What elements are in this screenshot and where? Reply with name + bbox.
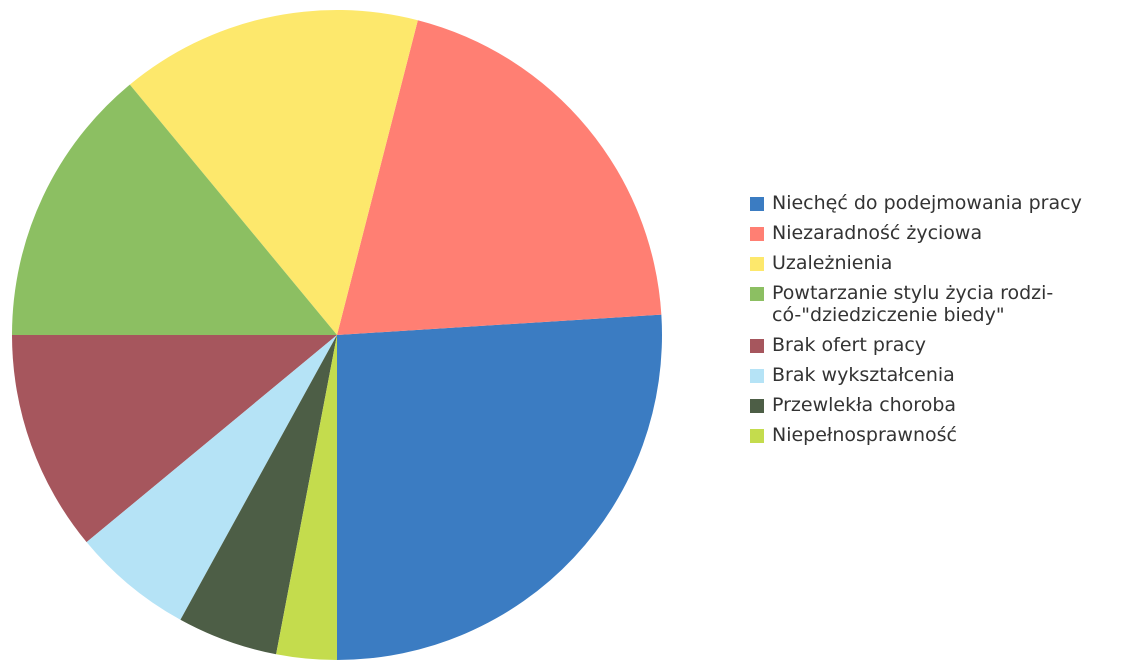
legend-label: Uzależnienia xyxy=(772,252,893,274)
legend-label: Powtarzanie stylu życia rodzi- có-"dzied… xyxy=(772,282,1054,326)
legend-item: Niezaradność życiowa xyxy=(750,222,1082,244)
pie-slice xyxy=(180,335,337,655)
legend-swatch xyxy=(750,197,764,211)
legend-label: Przewlekła choroba xyxy=(772,394,957,416)
pie-slice xyxy=(12,84,337,336)
legend-item: Uzależnienia xyxy=(750,252,1082,274)
legend-item: Niechęć do podejmowania pracy xyxy=(750,192,1082,214)
legend-label: Niezaradność życiowa xyxy=(772,222,983,244)
legend-label: Niechęć do podejmowania pracy xyxy=(772,192,1082,214)
legend-item: Brak ofert pracy xyxy=(750,334,1082,356)
legend-swatch xyxy=(750,257,764,271)
legend-item: Niepełnosprawność xyxy=(750,424,1082,446)
pie-slice xyxy=(276,335,337,660)
legend-item: Powtarzanie stylu życia rodzi- có-"dzied… xyxy=(750,282,1082,326)
pie-slice xyxy=(129,10,418,336)
pie-slice xyxy=(12,335,337,543)
legend-swatch xyxy=(750,399,764,413)
legend-swatch xyxy=(750,287,764,301)
pie-chart xyxy=(12,10,662,660)
pie-slice xyxy=(86,335,338,620)
legend-label: Niepełnosprawność xyxy=(772,424,957,446)
legend-item: Przewlekła choroba xyxy=(750,394,1082,416)
legend-swatch xyxy=(750,339,764,353)
pie-slice xyxy=(337,20,662,335)
legend-swatch xyxy=(750,429,764,443)
legend-swatch xyxy=(750,369,764,383)
legend: Niechęć do podejmowania pracy Niezaradnoś… xyxy=(750,192,1082,454)
legend-label: Brak ofert pracy xyxy=(772,334,927,356)
legend-label: Brak wykształcenia xyxy=(772,364,955,386)
legend-item: Brak wykształcenia xyxy=(750,364,1082,386)
pie-slice xyxy=(337,314,662,660)
legend-swatch xyxy=(750,227,764,241)
